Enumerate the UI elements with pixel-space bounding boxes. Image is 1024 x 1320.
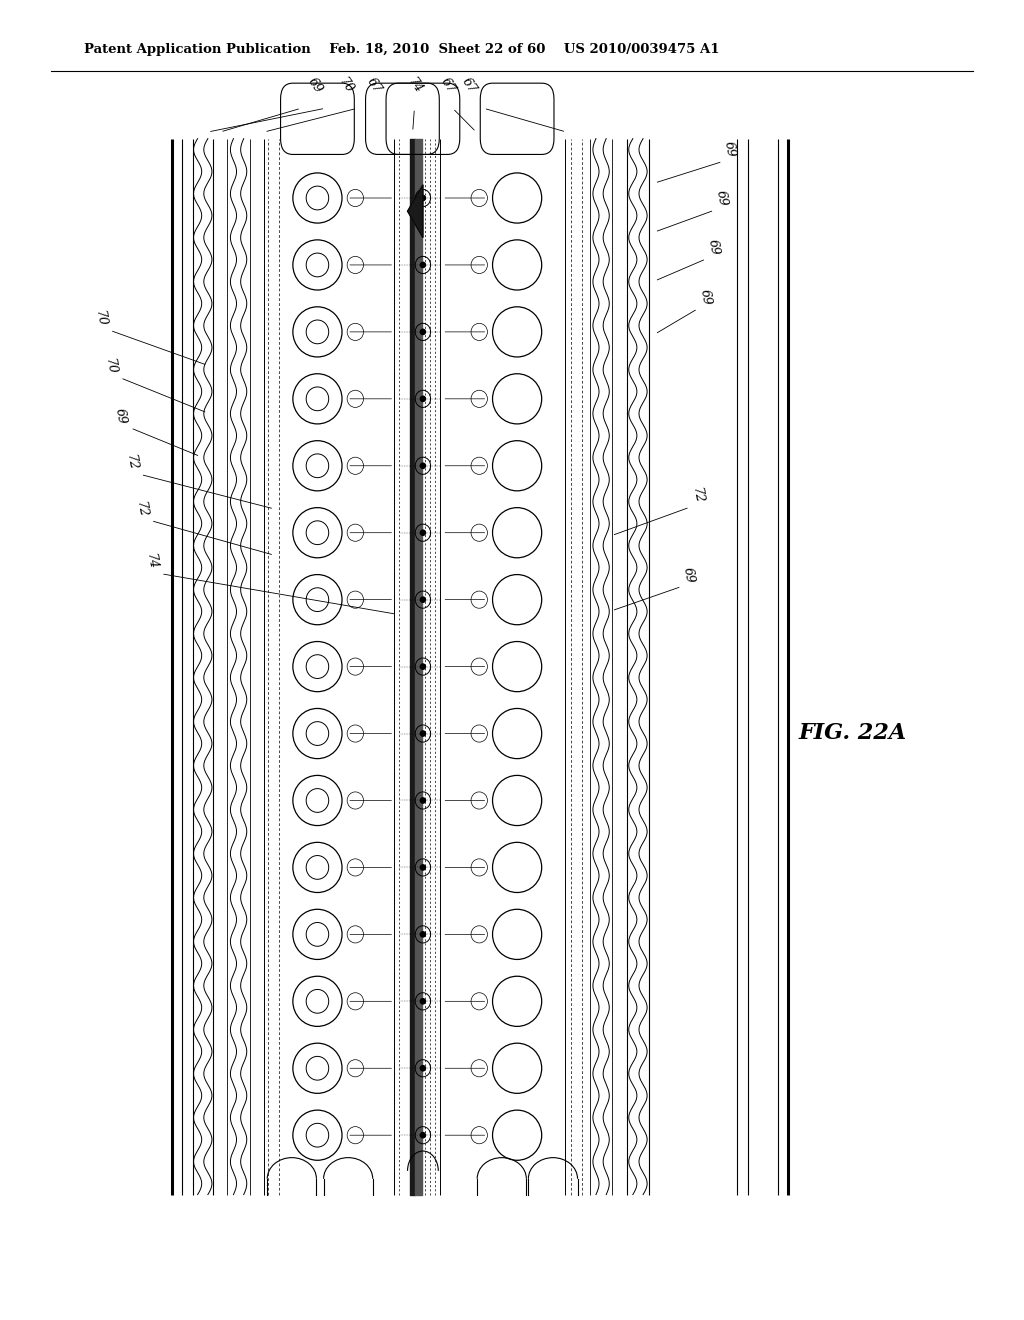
Text: 69: 69 xyxy=(722,141,737,158)
Ellipse shape xyxy=(420,463,426,469)
Ellipse shape xyxy=(420,1133,426,1138)
Polygon shape xyxy=(408,185,423,238)
Text: 67: 67 xyxy=(364,75,384,95)
Ellipse shape xyxy=(420,797,426,803)
Ellipse shape xyxy=(420,195,426,201)
Ellipse shape xyxy=(420,1065,426,1071)
Text: 69: 69 xyxy=(706,239,721,256)
Ellipse shape xyxy=(420,664,426,669)
Ellipse shape xyxy=(420,597,426,602)
Text: 69: 69 xyxy=(305,75,326,95)
Text: Patent Application Publication    Feb. 18, 2010  Sheet 22 of 60    US 2010/00394: Patent Application Publication Feb. 18, … xyxy=(84,42,720,55)
Text: 70: 70 xyxy=(336,75,356,95)
Ellipse shape xyxy=(420,531,426,536)
Ellipse shape xyxy=(420,329,426,334)
Ellipse shape xyxy=(420,865,426,870)
Text: 69: 69 xyxy=(697,289,713,306)
Text: 70: 70 xyxy=(92,310,109,327)
Text: 74: 74 xyxy=(143,553,160,570)
Text: 74: 74 xyxy=(404,75,425,95)
Text: 67: 67 xyxy=(459,75,479,95)
Text: 69: 69 xyxy=(113,408,129,425)
Text: 72: 72 xyxy=(123,454,139,471)
Ellipse shape xyxy=(420,263,426,268)
Ellipse shape xyxy=(420,999,426,1005)
Text: 72: 72 xyxy=(689,487,705,504)
Text: 69: 69 xyxy=(681,566,696,583)
Text: FIG. 22A: FIG. 22A xyxy=(799,722,907,744)
Text: 69: 69 xyxy=(714,190,729,207)
Text: 70: 70 xyxy=(102,358,119,375)
Ellipse shape xyxy=(420,731,426,737)
Text: 67: 67 xyxy=(438,75,459,95)
Ellipse shape xyxy=(420,396,426,401)
Text: 72: 72 xyxy=(133,500,150,517)
Ellipse shape xyxy=(420,932,426,937)
